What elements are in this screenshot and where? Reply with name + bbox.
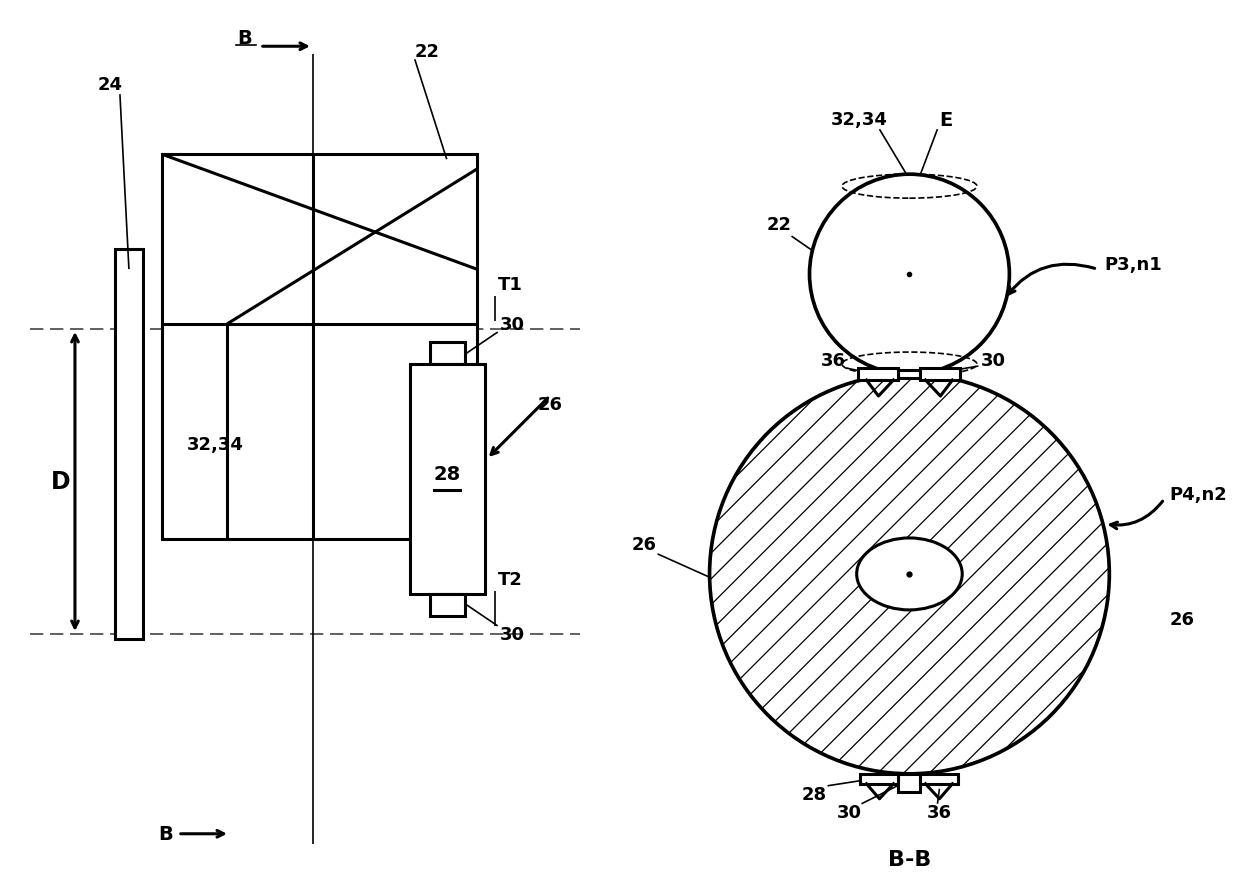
Text: 28: 28 (802, 785, 827, 803)
Ellipse shape (857, 538, 962, 611)
Text: B-B: B-B (888, 848, 931, 869)
Circle shape (810, 175, 1009, 375)
Text: 36: 36 (821, 351, 846, 369)
Text: T2: T2 (497, 570, 522, 588)
Bar (920, 774, 959, 784)
Bar (162, 155, 476, 539)
Bar (861, 774, 899, 784)
Bar (409, 365, 485, 595)
Text: 26: 26 (538, 395, 563, 414)
Text: 32,34: 32,34 (831, 111, 888, 129)
Text: 22: 22 (414, 43, 440, 61)
Text: 32,34: 32,34 (186, 435, 243, 453)
Bar (899, 774, 920, 792)
Text: E: E (940, 111, 952, 130)
Circle shape (709, 375, 1110, 774)
Text: 30: 30 (500, 625, 525, 643)
Text: P3,n1: P3,n1 (1105, 256, 1162, 274)
Text: 30: 30 (981, 351, 1006, 369)
Bar (430, 342, 465, 365)
Text: 28: 28 (434, 465, 461, 484)
Text: D: D (51, 470, 71, 493)
Text: B: B (159, 824, 174, 843)
Text: P4,n2: P4,n2 (1169, 485, 1228, 503)
Text: 22: 22 (768, 215, 792, 234)
Bar (430, 595, 465, 616)
Bar (115, 249, 143, 639)
Bar (920, 368, 961, 381)
Bar (858, 368, 899, 381)
Text: 24: 24 (98, 76, 123, 94)
Text: T1: T1 (497, 275, 522, 294)
Bar (899, 371, 920, 379)
Text: 36: 36 (928, 803, 952, 821)
Text: 26: 26 (1169, 611, 1194, 628)
Text: 30: 30 (837, 803, 862, 821)
Text: B: B (238, 29, 252, 47)
Text: 30: 30 (500, 316, 525, 333)
Text: 26: 26 (632, 536, 657, 553)
